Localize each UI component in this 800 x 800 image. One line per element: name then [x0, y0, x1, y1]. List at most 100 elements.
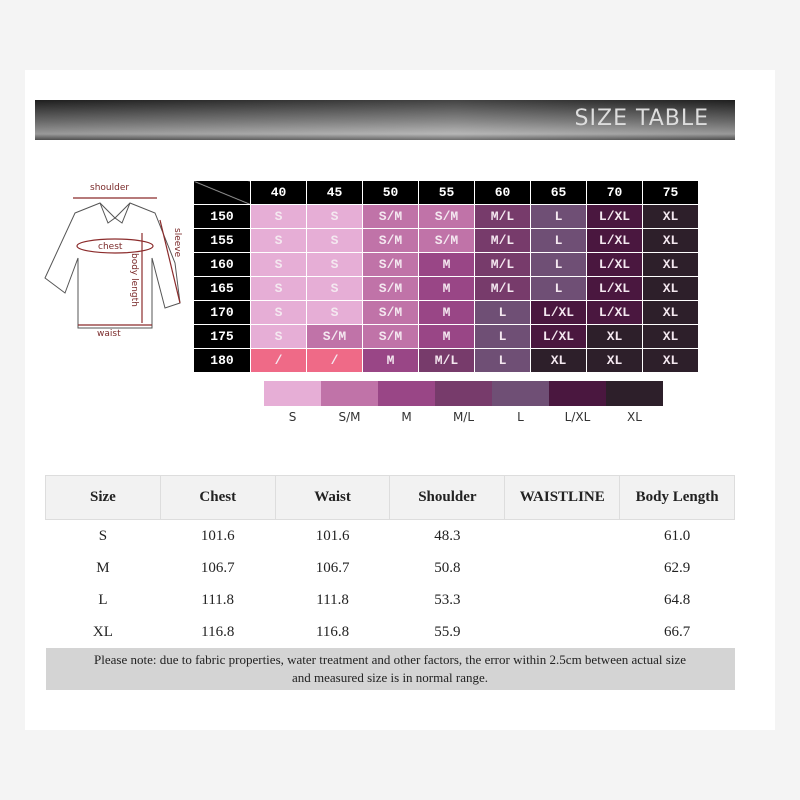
size-cell: S [306, 252, 363, 277]
table-cell [505, 584, 620, 616]
size-cell: S [306, 300, 363, 325]
column-header: Size [45, 475, 161, 520]
grid-row: 170 S S S/M M L L/XL L/XL XL [193, 300, 699, 325]
legend-swatch [321, 381, 378, 406]
note-line-2: and measured size is in normal range. [291, 670, 488, 685]
size-cell: M/L [474, 228, 531, 253]
size-cell: XL [642, 348, 699, 373]
weight-column-header: 70 [586, 180, 643, 205]
size-cell: / [250, 348, 307, 373]
size-cell: S/M [362, 324, 419, 349]
legend-labels: S S/M M M/L L L/XL XL [264, 410, 663, 424]
weight-column-header: 65 [530, 180, 587, 205]
size-cell: L [530, 204, 587, 229]
corner-cell [193, 180, 251, 205]
size-cell: S/M [362, 300, 419, 325]
size-cell: S [306, 228, 363, 253]
size-cell: S/M [418, 228, 475, 253]
legend-swatch [378, 381, 435, 406]
note-cell: Please note: due to fabric properties, w… [45, 648, 735, 690]
size-cell: XL [530, 348, 587, 373]
label-shoulder: shoulder [90, 183, 129, 193]
column-header: Chest [159, 475, 276, 520]
grid-row: 175 S S/M S/M M L L/XL XL XL [193, 324, 699, 349]
legend-swatch [435, 381, 492, 406]
size-cell: S/M [418, 204, 475, 229]
size-cell: S/M [362, 276, 419, 301]
size-cell: L [474, 324, 531, 349]
height-row-header: 170 [193, 300, 251, 325]
size-cell: L [474, 348, 531, 373]
label-body-length: body length [129, 253, 139, 307]
size-cell: XL [642, 252, 699, 277]
size-cell: S [250, 252, 307, 277]
weight-column-header: 40 [250, 180, 307, 205]
table-cell: 62.9 [663, 559, 691, 576]
legend-swatch [492, 381, 549, 406]
column-header: Waist [274, 475, 391, 520]
height-row-header: 150 [193, 204, 251, 229]
size-cell: M [418, 252, 475, 277]
table-cell: 116.8 [315, 623, 350, 640]
table-cell: 66.7 [663, 623, 691, 640]
legend-label: L [517, 410, 524, 424]
size-cell: M/L [474, 204, 531, 229]
size-cell: L/XL [586, 204, 643, 229]
table-cell: 106.7 [315, 559, 350, 576]
legend-label: M/L [452, 410, 475, 424]
size-cell: S/M [362, 252, 419, 277]
table-cell [505, 616, 620, 648]
column-header: Shoulder [389, 475, 506, 520]
table-cell: 53.3 [434, 591, 461, 608]
size-cell: M [418, 324, 475, 349]
size-cell: L [530, 228, 587, 253]
height-row-header: 175 [193, 324, 251, 349]
legend-swatch [549, 381, 606, 406]
size-cell: XL [586, 324, 643, 349]
grid-row: 155 S S S/M S/M M/L L L/XL XL [193, 228, 699, 253]
size-cell: M [418, 276, 475, 301]
label-waist: waist [97, 329, 121, 338]
measurement-header-row: Size Chest Waist Shoulder WAISTLINE Body Leng… [45, 475, 735, 520]
label-chest: chest [98, 242, 123, 252]
table-cell: 48.3 [434, 527, 461, 544]
size-cell: S/M [362, 228, 419, 253]
color-legend [264, 381, 663, 406]
grid-row: 165 S S S/M M M/L L L/XL XL [193, 276, 699, 301]
height-weight-size-grid: 40 45 50 55 60 65 70 75 150 S S S/M S/M M/L L L/XL XL 155… [193, 180, 699, 373]
table-cell: 64.8 [663, 591, 691, 608]
table-cell: 101.6 [200, 527, 235, 544]
weight-column-header: 60 [474, 180, 531, 205]
size-cell: M/L [418, 348, 475, 373]
column-header: Body Length [619, 475, 735, 520]
size-cell: XL [642, 276, 699, 301]
legend-label: S [288, 410, 297, 424]
legend-label: XL [627, 410, 642, 424]
table-row: S 101.6 101.6 48.3 61.0 [46, 520, 735, 553]
table-cell: XL [92, 623, 113, 640]
size-cell: M [362, 348, 419, 373]
size-cell: L/XL [586, 228, 643, 253]
legend-swatch [264, 381, 321, 406]
weight-column-header: 45 [306, 180, 363, 205]
height-row-header: 165 [193, 276, 251, 301]
weight-column-header: 75 [642, 180, 699, 205]
table-row: M 106.7 106.7 50.8 62.9 [46, 552, 735, 584]
size-cell: L/XL [586, 252, 643, 277]
height-row-header: 155 [193, 228, 251, 253]
legend-label: S/M [338, 410, 361, 424]
size-cell: XL [642, 324, 699, 349]
size-cell: S [306, 204, 363, 229]
note-row: Please note: due to fabric properties, w… [45, 648, 735, 690]
size-cell: L/XL [586, 300, 643, 325]
table-cell [505, 552, 620, 584]
size-table-header: SIZE TABLE [35, 100, 735, 140]
size-cell: L [530, 276, 587, 301]
table-cell: 106.7 [200, 559, 235, 576]
size-cell: XL [642, 204, 699, 229]
size-cell: XL [642, 228, 699, 253]
size-cell: M/L [474, 276, 531, 301]
size-cell: L [474, 300, 531, 325]
size-cell: S/M [306, 324, 363, 349]
legend-swatch [606, 381, 663, 406]
